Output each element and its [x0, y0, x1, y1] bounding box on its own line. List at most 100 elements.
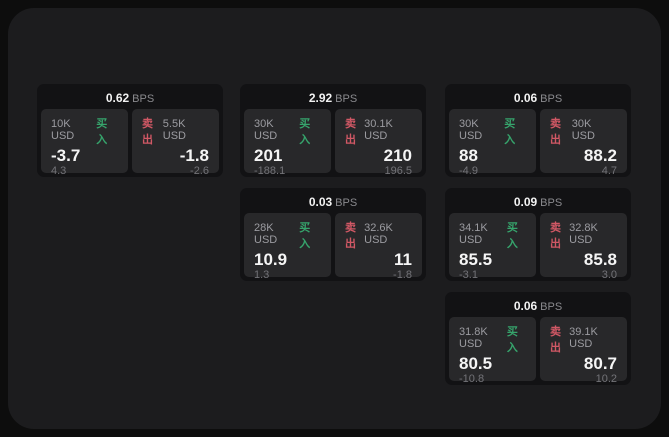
bps-header: 0.06 BPS	[449, 89, 627, 106]
sell-side-label: 卖出	[550, 222, 561, 250]
sell-price: 80.7	[583, 354, 617, 373]
buy-tile-header: 31.8K USD 买入	[459, 323, 526, 355]
buy-amount: 10K USD	[51, 118, 75, 142]
buy-amount: 28K USD	[254, 222, 278, 246]
buy-tile-header: 10K USD 买入	[51, 115, 118, 147]
buy-tile[interactable]: 10K USD 买入 -3.7 4.3	[41, 109, 128, 177]
buy-side-label: 买入	[96, 118, 108, 146]
buy-tile-header: 28K USD 买入	[254, 219, 321, 251]
buy-price: 80.5	[459, 354, 493, 373]
bps-header: 0.62 BPS	[41, 89, 219, 106]
bps-unit-label: BPS	[335, 93, 358, 105]
quote-tiles: 30K USD 买入 88 -4.9 卖出 30K USD 88.2 4.7	[449, 109, 627, 177]
bps-value: 2.92	[308, 91, 333, 105]
bps-unit-label: BPS	[132, 93, 155, 105]
buy-amount: 34.1K USD	[459, 222, 488, 246]
buy-tile-header: 34.1K USD 买入	[459, 219, 526, 251]
sell-side-label: 卖出	[550, 118, 561, 146]
sell-amount: 30K USD	[571, 118, 595, 142]
sell-delta: 10.2	[595, 373, 617, 385]
sell-tile[interactable]: 卖出 5.5K USD -1.8 -2.6	[132, 109, 219, 177]
bps-value: 0.06	[513, 91, 538, 105]
sell-tile-header: 卖出 5.5K USD	[142, 115, 209, 147]
buy-side-label: 买入	[506, 326, 518, 354]
buy-delta: -188.1	[254, 165, 286, 177]
buy-delta: -10.8	[459, 373, 485, 385]
quote-tiles: 10K USD 买入 -3.7 4.3 卖出 5.5K USD -1.8 -2.…	[41, 109, 219, 177]
buy-tile[interactable]: 30K USD 买入 88 -4.9	[449, 109, 536, 177]
buy-side-label: 买入	[299, 222, 311, 250]
buy-price: 88	[459, 146, 478, 165]
bps-header: 2.92 BPS	[244, 89, 422, 106]
bps-unit-label: BPS	[540, 93, 563, 105]
buy-tile-header: 30K USD 买入	[254, 115, 321, 147]
sell-amount: 32.8K USD	[569, 222, 598, 246]
buy-amount: 30K USD	[459, 118, 483, 142]
buy-tile[interactable]: 34.1K USD 买入 85.5 -3.1	[449, 213, 536, 281]
buy-amount: 31.8K USD	[459, 326, 488, 350]
quote-tiles: 34.1K USD 买入 85.5 -3.1 卖出 32.8K USD 85.8…	[449, 213, 627, 281]
sell-side-label: 卖出	[142, 118, 153, 146]
bps-value: 0.06	[513, 299, 538, 313]
sell-amount: 32.6K USD	[364, 222, 393, 246]
quote-tiles: 28K USD 买入 10.9 1.3 卖出 32.6K USD 11 -1.8	[244, 213, 422, 281]
sell-amount: 39.1K USD	[569, 326, 598, 350]
buy-price: 85.5	[459, 250, 493, 269]
sell-price: 88.2	[583, 146, 617, 165]
quote-card: 0.62 BPS 10K USD 买入 -3.7 4.3 卖出 5.5K USD …	[37, 84, 223, 177]
buy-price: -3.7	[51, 146, 81, 165]
buy-tile[interactable]: 28K USD 买入 10.9 1.3	[244, 213, 331, 281]
buy-delta: -3.1	[459, 269, 478, 281]
sell-side-label: 卖出	[345, 118, 356, 146]
bps-unit-label: BPS	[335, 197, 358, 209]
quote-card: 0.09 BPS 34.1K USD 买入 85.5 -3.1 卖出 32.8K …	[445, 188, 631, 281]
bps-unit-label: BPS	[540, 197, 563, 209]
buy-delta: 4.3	[51, 165, 67, 177]
sell-delta: -1.8	[393, 269, 412, 281]
sell-tile-header: 卖出 30.1K USD	[345, 115, 412, 147]
quote-tiles: 31.8K USD 买入 80.5 -10.8 卖出 39.1K USD 80.…	[449, 317, 627, 385]
bps-header: 0.06 BPS	[449, 297, 627, 314]
buy-side-label: 买入	[504, 118, 516, 146]
sell-amount: 5.5K USD	[162, 118, 187, 142]
sell-tile[interactable]: 卖出 32.6K USD 11 -1.8	[335, 213, 422, 281]
sell-amount: 30.1K USD	[364, 118, 393, 142]
app-window: 0.62 BPS 10K USD 买入 -3.7 4.3 卖出 5.5K USD …	[8, 8, 661, 429]
quote-card: 0.06 BPS 31.8K USD 买入 80.5 -10.8 卖出 39.1K…	[445, 292, 631, 385]
bps-header: 0.09 BPS	[449, 193, 627, 210]
sell-tile-header: 卖出 32.6K USD	[345, 219, 412, 251]
sell-price: 85.8	[583, 250, 617, 269]
buy-amount: 30K USD	[254, 118, 278, 142]
bps-header: 0.03 BPS	[244, 193, 422, 210]
sell-tile-header: 卖出 32.8K USD	[550, 219, 617, 251]
sell-delta: 4.7	[601, 165, 617, 177]
sell-tile[interactable]: 卖出 32.8K USD 85.8 3.0	[540, 213, 627, 281]
quote-card: 0.03 BPS 28K USD 买入 10.9 1.3 卖出 32.6K USD…	[240, 188, 426, 281]
bps-value: 0.62	[105, 91, 130, 105]
sell-tile-header: 卖出 39.1K USD	[550, 323, 617, 355]
buy-delta: 1.3	[254, 269, 270, 281]
buy-side-label: 买入	[299, 118, 311, 146]
bps-value: 0.09	[513, 195, 538, 209]
sell-tile[interactable]: 卖出 39.1K USD 80.7 10.2	[540, 317, 627, 385]
buy-price: 201	[254, 146, 283, 165]
buy-side-label: 买入	[506, 222, 518, 250]
sell-tile[interactable]: 卖出 30K USD 88.2 4.7	[540, 109, 627, 177]
sell-side-label: 卖出	[550, 326, 561, 354]
buy-tile-header: 30K USD 买入	[459, 115, 526, 147]
buy-price: 10.9	[254, 250, 288, 269]
buy-tile[interactable]: 31.8K USD 买入 80.5 -10.8	[449, 317, 536, 385]
sell-delta: 196.5	[384, 165, 412, 177]
sell-side-label: 卖出	[345, 222, 356, 250]
sell-tile-header: 卖出 30K USD	[550, 115, 617, 147]
quote-tiles: 30K USD 买入 201 -188.1 卖出 30.1K USD 210 1…	[244, 109, 422, 177]
quote-card: 0.06 BPS 30K USD 买入 88 -4.9 卖出 30K USD 88…	[445, 84, 631, 177]
sell-price: 210	[383, 146, 412, 165]
quote-card: 2.92 BPS 30K USD 买入 201 -188.1 卖出 30.1K U…	[240, 84, 426, 177]
sell-price: -1.8	[179, 146, 209, 165]
sell-tile[interactable]: 卖出 30.1K USD 210 196.5	[335, 109, 422, 177]
sell-delta: -2.6	[190, 165, 209, 177]
bps-value: 0.03	[308, 195, 333, 209]
buy-tile[interactable]: 30K USD 买入 201 -188.1	[244, 109, 331, 177]
